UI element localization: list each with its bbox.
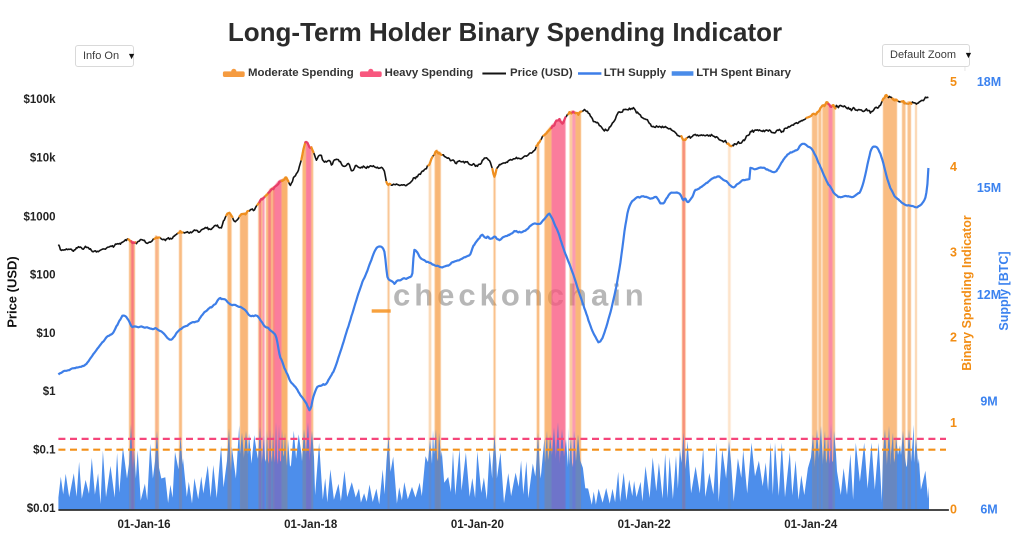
svg-text:01-Jan-20: 01-Jan-20	[451, 519, 504, 531]
svg-text:Binary Spending Indicator: Binary Spending Indicator	[960, 215, 974, 371]
svg-text:1: 1	[950, 416, 957, 430]
svg-text:$100k: $100k	[24, 94, 57, 106]
svg-text:$1: $1	[43, 386, 56, 398]
svg-text:5: 5	[950, 75, 957, 89]
svg-text:$1000: $1000	[24, 211, 56, 223]
svg-text:15M: 15M	[977, 181, 1001, 195]
svg-text:$100: $100	[30, 270, 56, 282]
svg-text:3: 3	[950, 245, 957, 259]
svg-text:01-Jan-18: 01-Jan-18	[284, 519, 338, 531]
svg-text:6M: 6M	[980, 503, 997, 517]
svg-text:$10: $10	[36, 328, 55, 340]
svg-text:01-Jan-16: 01-Jan-16	[117, 519, 170, 531]
svg-text:18M: 18M	[977, 75, 1001, 89]
svg-text:4: 4	[950, 160, 957, 174]
svg-text:2: 2	[950, 331, 957, 345]
svg-text:01-Jan-22: 01-Jan-22	[618, 519, 671, 531]
svg-text:$0.01: $0.01	[27, 503, 56, 515]
svg-text:12M: 12M	[977, 288, 1001, 302]
svg-text:$10k: $10k	[30, 153, 56, 165]
svg-text:9M: 9M	[980, 394, 997, 408]
svg-text:Price (USD): Price (USD)	[5, 256, 20, 328]
svg-text:$0.1: $0.1	[33, 445, 56, 457]
svg-text:01-Jan-24: 01-Jan-24	[784, 519, 838, 531]
svg-text:0: 0	[950, 503, 957, 517]
svg-text:Supply [BTC]: Supply [BTC]	[997, 251, 1011, 330]
